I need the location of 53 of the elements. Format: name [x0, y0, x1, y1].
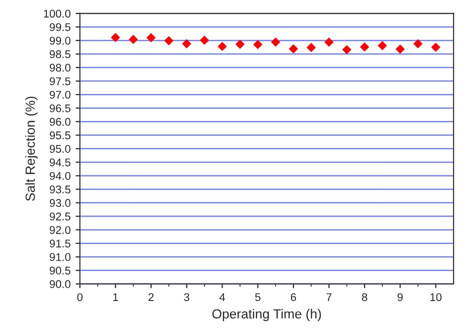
point	[324, 38, 334, 47]
y-tick-label: 99.0	[50, 36, 70, 45]
y-tick-label: 93.5	[50, 186, 70, 194]
point	[288, 44, 298, 54]
y-tick-label: 93.0	[50, 199, 70, 207]
y-tick-label: 98.5	[50, 50, 70, 58]
y-tick-label: 94.0	[50, 172, 70, 180]
point	[271, 38, 280, 47]
y-tick-label: 92.0	[50, 226, 70, 234]
point	[342, 45, 352, 54]
y-tick-label: 90.0	[50, 280, 70, 288]
y-tick-label: 97.0	[50, 90, 70, 99]
y-tick-label: 100.0	[44, 10, 70, 18]
y-tick-label: 90.5	[50, 266, 70, 275]
y-tick-label: 97.5	[50, 77, 70, 86]
point	[128, 34, 138, 44]
x-tick-label: 9	[398, 293, 403, 302]
point	[235, 40, 245, 49]
point	[306, 42, 316, 52]
point	[253, 40, 262, 50]
x-tick-label: 5	[255, 293, 260, 302]
y-axis-title: Salt Rejection (%)	[25, 96, 38, 201]
x-tick-label: 0	[77, 293, 83, 302]
point	[218, 42, 227, 52]
point	[413, 39, 423, 48]
y-tick-label: 92.5	[50, 212, 70, 220]
y-tick-label: 91.5	[50, 240, 70, 248]
x-tick-label: 8	[362, 293, 368, 302]
x-tick-label: 1	[113, 293, 118, 301]
point	[146, 33, 156, 42]
point	[110, 32, 120, 42]
y-tick-label: 98.0	[50, 64, 70, 72]
x-axis-title: Operating Time (h)	[212, 308, 321, 322]
x-tick-label: 4	[219, 293, 226, 301]
x-tick-label: 3	[184, 293, 190, 302]
x-tick-label: 2	[148, 293, 154, 301]
y-tick-label: 95.0	[50, 144, 70, 153]
y-tick-label: 96.0	[50, 118, 70, 126]
point	[200, 36, 210, 45]
x-tick-label: 7	[326, 293, 332, 301]
y-tick-label: 94.5	[50, 158, 70, 166]
point	[378, 41, 387, 50]
point	[182, 39, 192, 48]
y-tick-label: 99.5	[50, 23, 70, 32]
x-tick-label: 10	[430, 293, 442, 302]
point	[360, 42, 370, 52]
point	[164, 36, 174, 46]
point	[431, 42, 440, 52]
x-tick-label: 6	[290, 293, 296, 302]
point	[396, 44, 405, 54]
y-tick-label: 91.0	[50, 253, 70, 262]
y-tick-label: 96.5	[50, 104, 70, 112]
y-tick-label: 95.5	[50, 131, 70, 140]
